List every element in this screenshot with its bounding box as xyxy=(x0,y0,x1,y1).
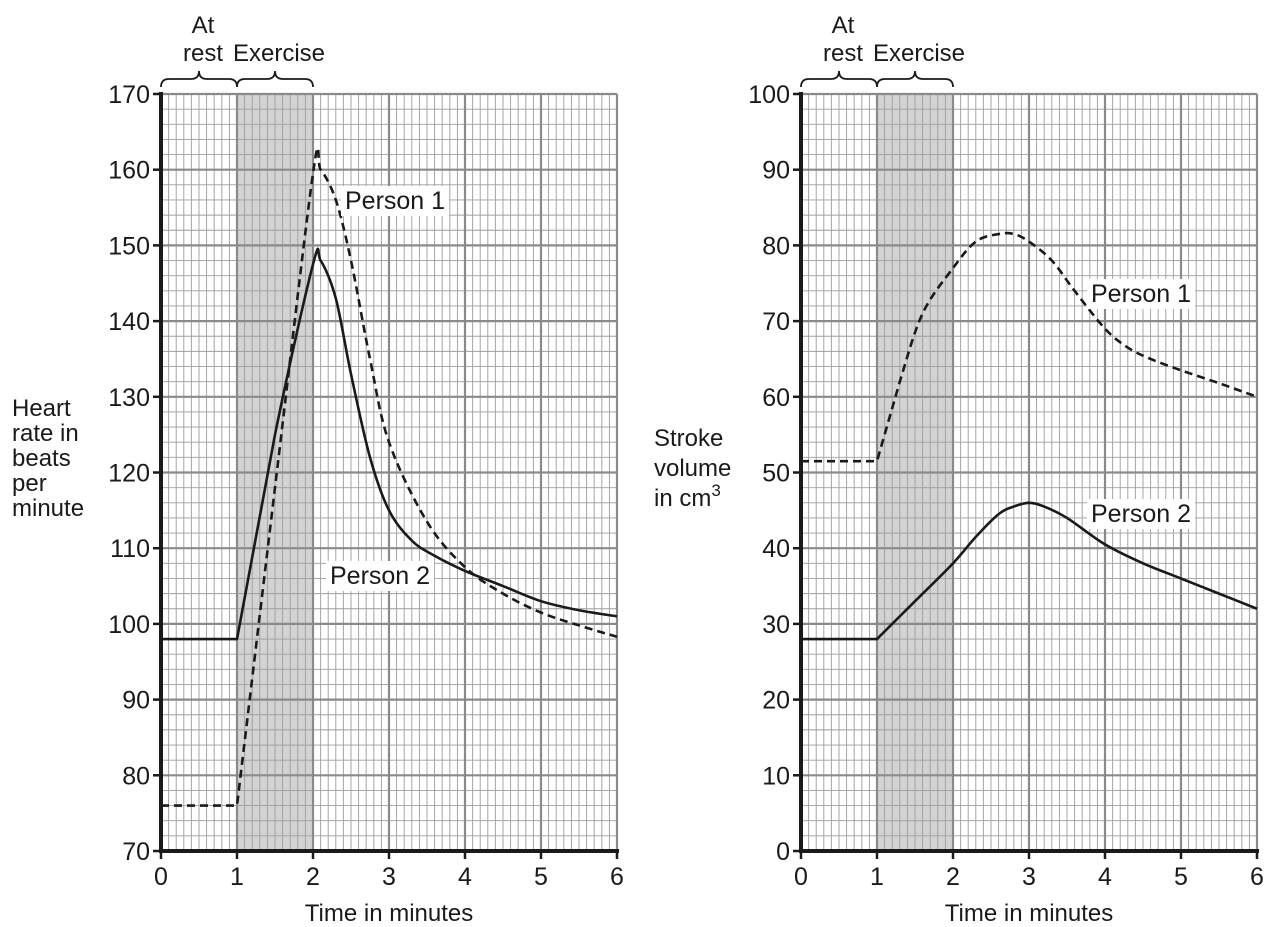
series-line-person-1 xyxy=(161,146,618,807)
x-tick-label: 3 xyxy=(382,863,396,891)
exercise-label: Exercise xyxy=(873,40,965,67)
y-axis-label-line: Heart xyxy=(12,395,71,422)
chart-1: 70 80 90 100 110 120 130 140 150 160 170 0 1 2 3 4 5 6 Tim… xyxy=(12,12,624,927)
rest-brace xyxy=(800,70,878,88)
x-axis-label: Time in minutes xyxy=(305,900,474,927)
series-label-person-1: Person 1 xyxy=(345,187,445,215)
rest-label-line1: At xyxy=(832,12,855,39)
y-tick-label: 110 xyxy=(110,535,150,563)
x-tick-label: 0 xyxy=(794,863,808,891)
x-tick-label: 5 xyxy=(1174,863,1188,891)
exercise-brace xyxy=(236,70,314,88)
x-tick-label: 1 xyxy=(870,863,884,891)
x-axis-label: Time in minutes xyxy=(945,900,1114,927)
series-label-person-1: Person 1 xyxy=(1091,280,1191,308)
y-axis-label-line: Stroke xyxy=(654,425,723,452)
y-tick-label: 140 xyxy=(108,308,150,336)
y-tick-label: 40 xyxy=(762,535,790,563)
y-axis-label-line: volume xyxy=(654,455,731,482)
y-tick-label: 80 xyxy=(122,762,150,790)
y-tick-label: 100 xyxy=(748,81,790,109)
y-tick-label: 10 xyxy=(762,762,790,790)
series-line-person-2 xyxy=(161,247,618,641)
exercise-brace xyxy=(876,70,954,88)
x-tick-label: 2 xyxy=(946,863,960,891)
y-tick-label: 60 xyxy=(762,384,790,412)
x-tick-label: 3 xyxy=(1022,863,1036,891)
rest-label-line1: At xyxy=(192,12,215,39)
x-tick-label: 4 xyxy=(458,863,472,891)
series-line-person-2 xyxy=(801,501,1258,641)
rest-brace xyxy=(160,70,238,88)
y-tick-label: 0 xyxy=(776,838,790,866)
y-tick-label: 50 xyxy=(762,460,790,488)
y-axis-label-line: in cm3 xyxy=(654,481,721,512)
x-tick-label: 1 xyxy=(230,863,244,891)
x-tick-label: 0 xyxy=(154,863,168,891)
series-label-background xyxy=(1087,499,1196,529)
x-tick-label: 6 xyxy=(610,863,624,891)
series-label-background xyxy=(341,186,450,216)
y-axis-label-line: per xyxy=(12,470,47,497)
rest-label-line2: rest xyxy=(823,40,863,67)
y-tick-label: 130 xyxy=(108,384,150,412)
series-label-person-2: Person 2 xyxy=(1091,500,1191,528)
chart-2: 0 10 20 30 40 50 60 70 80 90 100 0 1 2 3 4 5 6 Time in min… xyxy=(654,12,1264,927)
y-axis-label-line: minute xyxy=(12,495,84,522)
y-tick-label: 120 xyxy=(108,460,150,488)
x-tick-label: 4 xyxy=(1098,863,1112,891)
y-tick-label: 90 xyxy=(122,687,150,715)
y-tick-label: 150 xyxy=(108,232,150,260)
y-tick-label: 90 xyxy=(762,157,790,185)
y-tick-label: 80 xyxy=(762,232,790,260)
series-line-person-1 xyxy=(801,231,1258,463)
y-axis-label-line: beats xyxy=(12,445,71,472)
y-tick-label: 70 xyxy=(762,308,790,336)
series-label-person-2: Person 2 xyxy=(330,562,430,590)
y-tick-label: 30 xyxy=(762,611,790,639)
series-label-background xyxy=(326,561,435,591)
x-tick-label: 2 xyxy=(306,863,320,891)
y-tick-label: 170 xyxy=(108,81,150,109)
x-tick-label: 6 xyxy=(1250,863,1264,891)
y-tick-label: 70 xyxy=(122,838,150,866)
y-tick-label: 100 xyxy=(108,611,150,639)
y-axis-label-superscript: 3 xyxy=(711,481,720,500)
exercise-label: Exercise xyxy=(233,40,325,67)
y-tick-label: 20 xyxy=(762,687,790,715)
y-axis-label-line: rate in xyxy=(12,420,79,447)
series-label-background xyxy=(1087,279,1196,309)
x-tick-label: 5 xyxy=(534,863,548,891)
rest-label-line2: rest xyxy=(183,40,223,67)
y-tick-label: 160 xyxy=(108,157,150,185)
